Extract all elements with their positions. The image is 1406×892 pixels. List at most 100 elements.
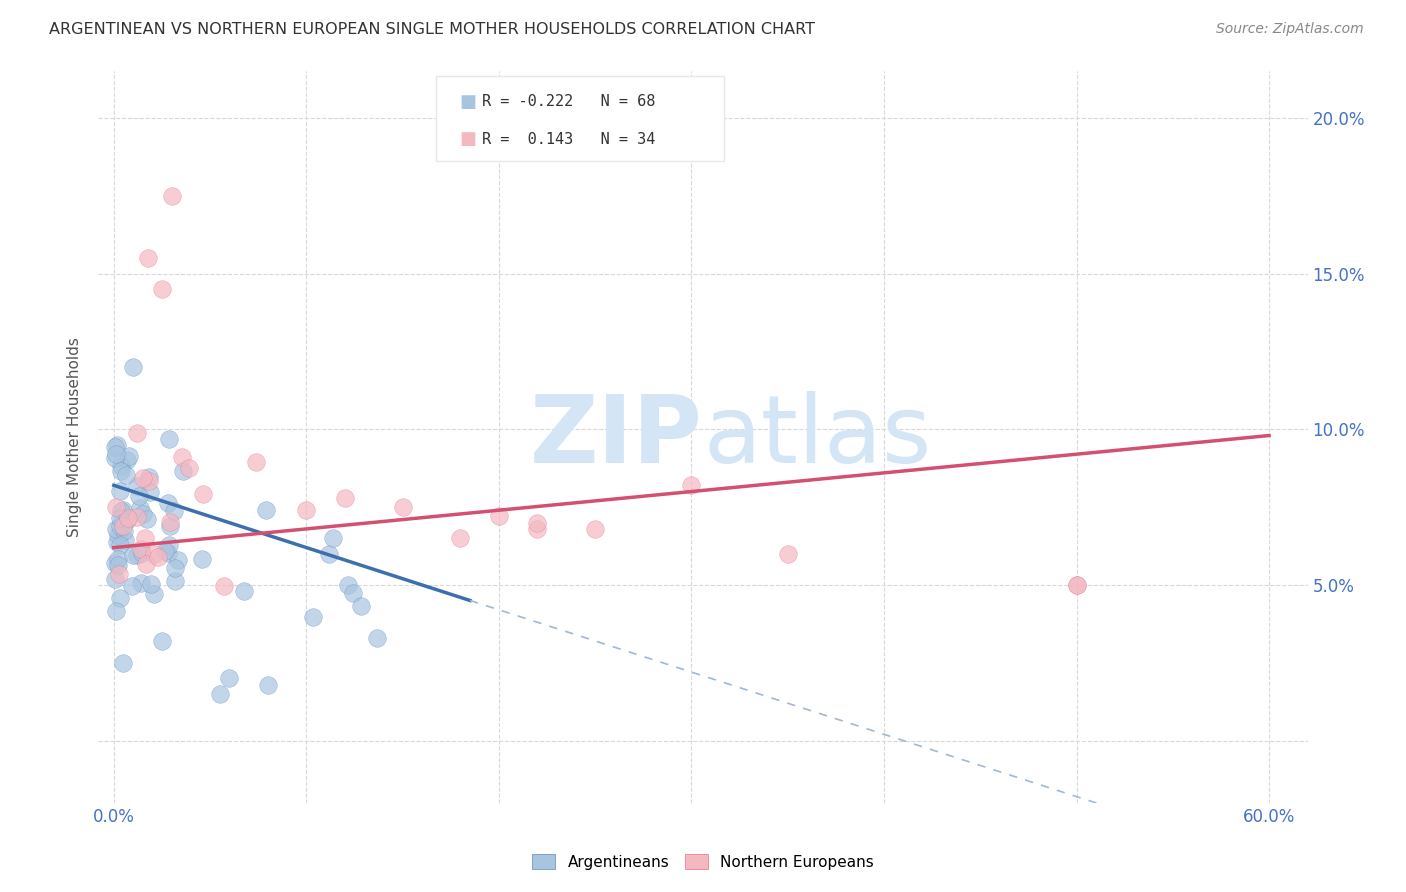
Point <box>122 548 145 562</box>
Point <box>254 503 277 517</box>
Point <box>129 575 152 590</box>
Point <box>350 599 373 613</box>
Point <box>322 531 344 545</box>
Point <box>257 677 280 691</box>
Point <box>193 487 215 501</box>
Text: ARGENTINEAN VS NORTHERN EUROPEAN SINGLE MOTHER HOUSEHOLDS CORRELATION CHART: ARGENTINEAN VS NORTHERN EUROPEAN SINGLE … <box>49 22 815 37</box>
Point <box>342 586 364 600</box>
Point <box>114 524 136 539</box>
Point <box>104 450 127 465</box>
Point <box>150 282 173 296</box>
Point <box>159 516 181 530</box>
Text: ZIP: ZIP <box>530 391 703 483</box>
Point <box>336 578 359 592</box>
Point <box>245 455 267 469</box>
Point <box>212 579 235 593</box>
Point <box>105 522 128 536</box>
Point <box>526 522 548 536</box>
Point <box>128 490 150 504</box>
Text: R =  0.143   N = 34: R = 0.143 N = 34 <box>482 132 655 147</box>
Point <box>136 512 159 526</box>
Point <box>117 453 139 467</box>
Point <box>139 484 162 499</box>
Point <box>302 609 325 624</box>
Point <box>125 510 148 524</box>
Point <box>110 459 132 474</box>
Point <box>108 483 131 498</box>
Point <box>138 474 160 488</box>
Point <box>1066 578 1088 592</box>
Point <box>143 547 166 561</box>
Text: atlas: atlas <box>703 391 931 483</box>
Point <box>391 500 413 515</box>
Text: Source: ZipAtlas.com: Source: ZipAtlas.com <box>1216 22 1364 37</box>
Point <box>488 509 510 524</box>
Point <box>146 549 169 564</box>
Point <box>110 519 132 533</box>
Text: ■: ■ <box>460 93 477 111</box>
Point <box>114 468 136 483</box>
Point <box>108 538 131 552</box>
Point <box>165 561 187 575</box>
Point <box>318 547 340 561</box>
Point <box>163 504 186 518</box>
Y-axis label: Single Mother Households: Single Mother Households <box>67 337 83 537</box>
Point <box>128 501 150 516</box>
Point <box>166 553 188 567</box>
Point <box>138 251 160 265</box>
Point <box>112 656 135 670</box>
Point <box>160 189 183 203</box>
Point <box>105 438 128 452</box>
Point <box>104 500 127 514</box>
Point <box>131 545 153 559</box>
Point <box>134 531 156 545</box>
Point <box>112 519 135 533</box>
Point <box>131 507 153 521</box>
Point <box>218 671 240 685</box>
Point <box>107 528 129 542</box>
Point <box>776 547 799 561</box>
Point <box>107 567 129 582</box>
Point <box>110 591 132 605</box>
Point <box>139 577 162 591</box>
Text: R = -0.222   N = 68: R = -0.222 N = 68 <box>482 94 655 109</box>
Point <box>163 574 186 588</box>
Point <box>232 584 254 599</box>
Point <box>681 478 703 492</box>
Point <box>105 605 128 619</box>
Point <box>104 441 127 455</box>
Point <box>208 687 231 701</box>
Point <box>153 543 176 558</box>
Point <box>110 464 132 478</box>
Point <box>105 447 128 461</box>
Point <box>172 465 194 479</box>
Point <box>295 503 318 517</box>
Point <box>190 552 212 566</box>
Point <box>111 503 134 517</box>
Point <box>107 551 129 566</box>
Point <box>104 572 127 586</box>
Point <box>170 450 193 464</box>
Point <box>159 433 181 447</box>
Point <box>122 359 145 374</box>
Point <box>135 558 157 572</box>
Point <box>449 531 471 545</box>
Point <box>104 556 127 570</box>
Point <box>138 470 160 484</box>
Point <box>1066 578 1088 592</box>
Point <box>583 522 606 536</box>
Point <box>333 491 356 505</box>
Point <box>125 479 148 493</box>
Point <box>105 535 128 549</box>
Point <box>152 633 174 648</box>
Point <box>129 541 152 556</box>
Point <box>108 511 131 525</box>
Point <box>159 519 181 533</box>
Point <box>157 546 180 560</box>
Point <box>142 587 165 601</box>
Point <box>110 504 132 518</box>
Legend: Argentineans, Northern Europeans: Argentineans, Northern Europeans <box>526 847 880 876</box>
Point <box>121 579 143 593</box>
Point <box>157 495 180 509</box>
Text: ■: ■ <box>460 130 477 148</box>
